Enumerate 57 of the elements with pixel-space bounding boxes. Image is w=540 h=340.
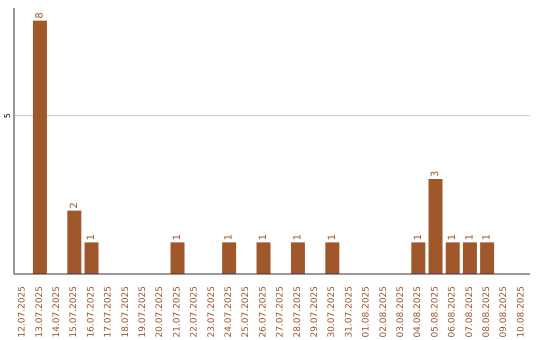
data-label: 1 <box>292 234 304 240</box>
x-tick-label: 30.07.2025 <box>327 286 338 338</box>
x-tick-label: 17.07.2025 <box>104 286 114 338</box>
x-tick-label: 06.08.2025 <box>448 286 458 338</box>
x-tick-label: 28.07.2025 <box>292 286 303 338</box>
x-tick-label: 24.07.2025 <box>224 286 234 338</box>
x-tick-label: 26.07.2025 <box>258 286 268 338</box>
data-label: 1 <box>258 234 270 240</box>
bar <box>446 242 460 274</box>
x-tick-label: 22.07.2025 <box>190 286 200 338</box>
data-label: 1 <box>464 234 476 240</box>
x-tick-label: 08.08.2025 <box>482 286 492 338</box>
x-tick-label: 04.08.2025 <box>413 286 424 338</box>
x-tick-label: 02.08.2025 <box>378 286 389 338</box>
bar <box>84 242 99 274</box>
bar <box>325 242 340 274</box>
data-label: 1 <box>86 234 98 240</box>
x-tick-label: 21.07.2025 <box>172 286 182 338</box>
data-label: 1 <box>172 234 184 240</box>
bar <box>222 242 236 274</box>
bar <box>32 20 47 274</box>
x-tick-label: 27.07.2025 <box>276 286 286 338</box>
x-tick-label: 15.07.2025 <box>69 286 80 338</box>
bar <box>67 210 82 274</box>
x-tick-label: 23.07.2025 <box>206 286 217 338</box>
x-tick-label: 14.07.2025 <box>52 286 62 338</box>
bar <box>170 242 185 274</box>
x-tick-label: 18.07.2025 <box>120 286 131 338</box>
x-tick-label: 19.07.2025 <box>138 286 148 338</box>
x-tick-label: 16.07.2025 <box>86 286 96 338</box>
x-tick-label: 20.07.2025 <box>155 286 166 338</box>
y-tick-label: 5 <box>3 113 12 118</box>
bar <box>290 242 305 274</box>
x-tick-label: 12.07.2025 <box>18 286 28 338</box>
data-label: 1 <box>447 234 458 240</box>
x-tick-label: 13.07.2025 <box>34 286 45 338</box>
x-tick-label: 05.08.2025 <box>430 286 440 338</box>
x-tick-label: 10.08.2025 <box>516 286 526 338</box>
data-label: 1 <box>224 234 235 240</box>
data-label: 8 <box>34 12 46 19</box>
data-label: 1 <box>412 234 424 240</box>
x-tick-label: 25.07.2025 <box>241 286 252 338</box>
x-tick-label: 31.07.2025 <box>344 286 354 338</box>
bar <box>428 179 443 274</box>
data-label: 1 <box>482 234 493 240</box>
x-tick-label: 03.08.2025 <box>396 286 406 338</box>
bar <box>256 242 271 274</box>
x-tick-label: 07.08.2025 <box>464 286 475 338</box>
bar <box>462 242 477 274</box>
data-label: 2 <box>68 202 80 209</box>
x-tick-label: 01.08.2025 <box>362 286 372 338</box>
x-tick-label: 09.08.2025 <box>499 286 510 338</box>
data-label: 1 <box>326 234 338 240</box>
data-label: 3 <box>430 170 442 177</box>
bar <box>480 242 494 274</box>
bar <box>411 242 426 274</box>
x-tick-label: 29.07.2025 <box>310 286 320 338</box>
